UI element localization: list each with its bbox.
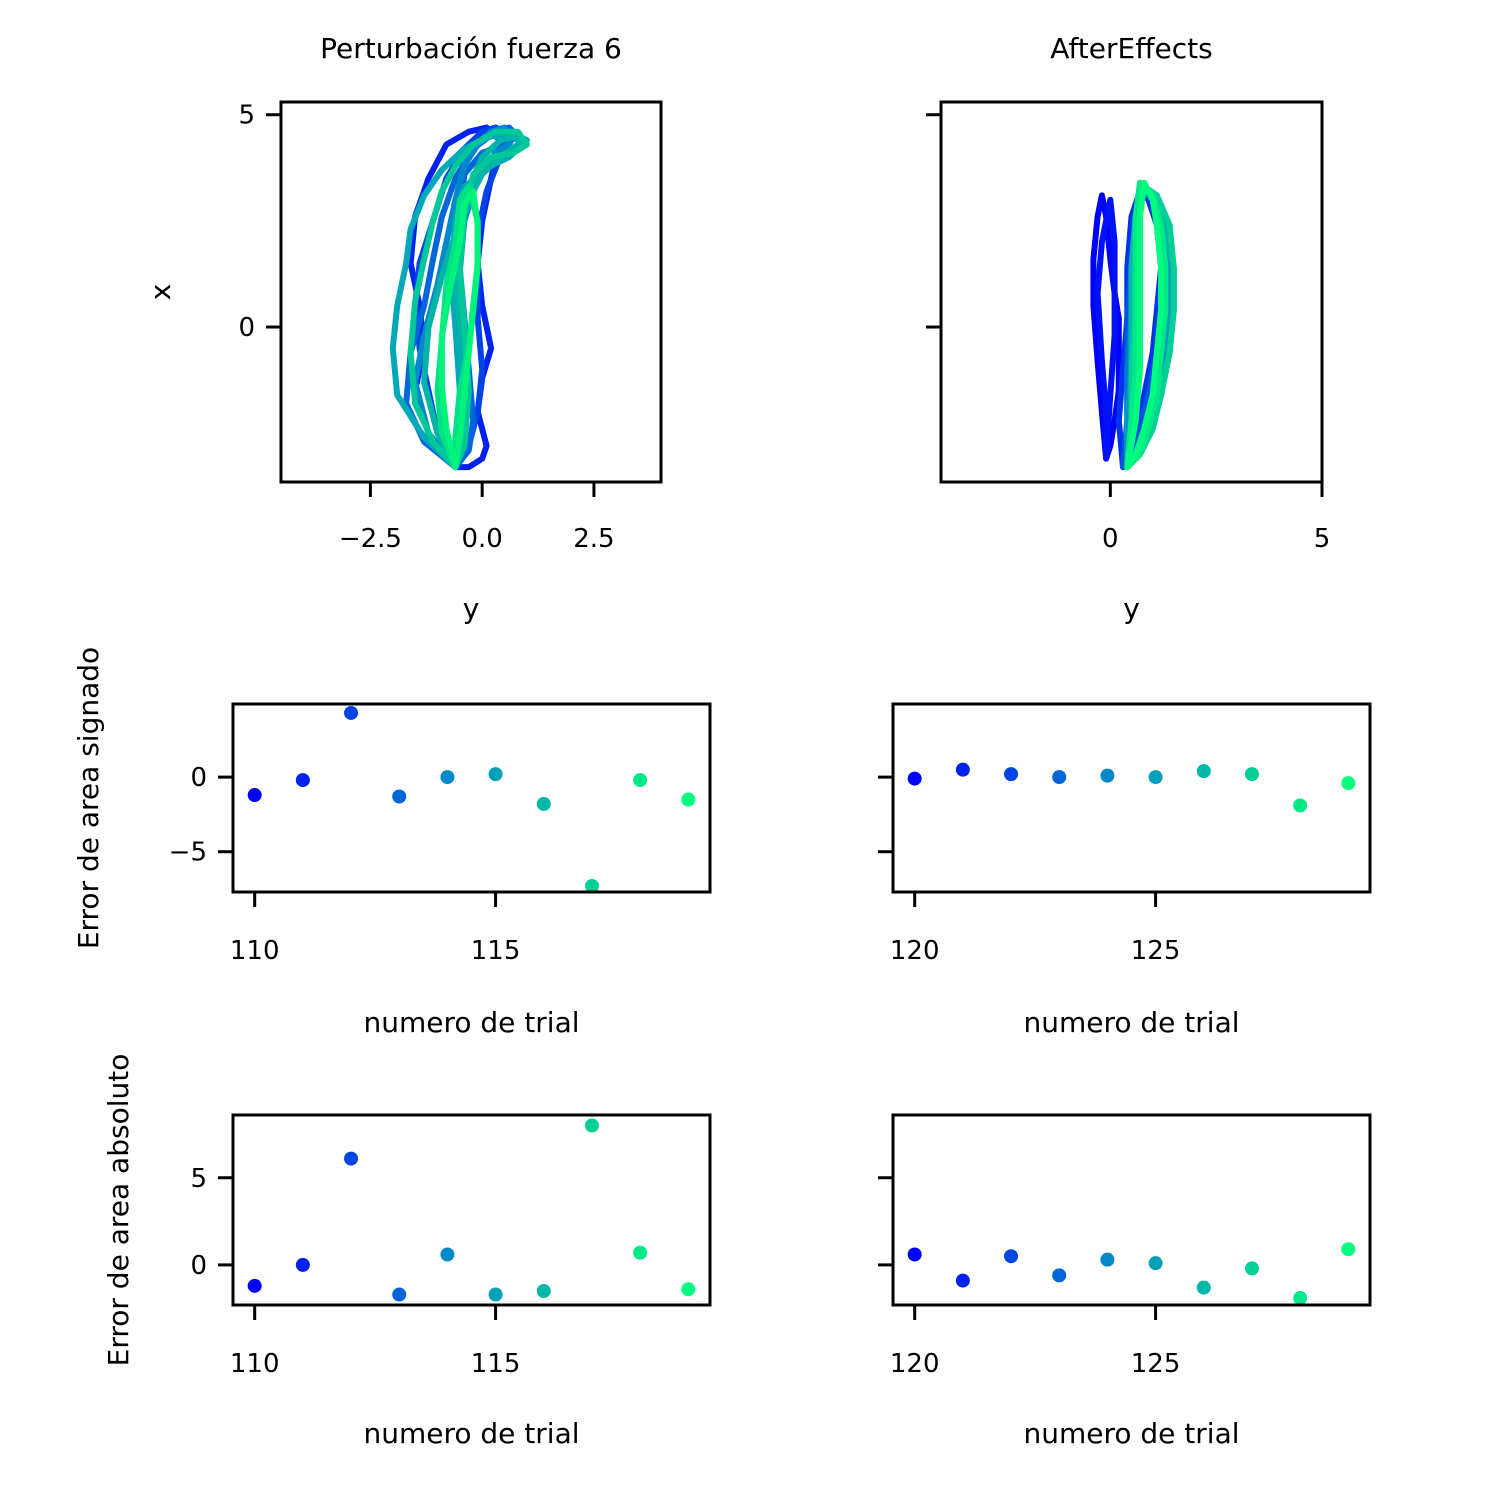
axes-traj_after: 0 5 AfterEffects y <box>926 32 1330 625</box>
x-tick-label: 115 <box>471 1349 521 1379</box>
data-point-7 <box>1244 1261 1259 1276</box>
data-point-3 <box>1052 770 1067 785</box>
data-point-9 <box>681 1282 696 1297</box>
axes-frame <box>939 100 1324 484</box>
data-point-0 <box>907 1247 922 1262</box>
data-point-9 <box>1341 1242 1356 1257</box>
data-point-8 <box>633 1245 648 1260</box>
plot-area <box>1090 179 1177 471</box>
data-point-1 <box>295 773 310 788</box>
chart-title: AfterEffects <box>1050 32 1212 65</box>
data-point-2 <box>1004 1249 1019 1264</box>
axes-signed_pert: 110 115 −5 0 numero de trial Error de area si… <box>72 647 712 1039</box>
data-point-3 <box>1052 1268 1067 1283</box>
x-tick-label: 2.5 <box>573 524 614 554</box>
data-point-8 <box>633 773 648 788</box>
plot-area <box>247 1118 696 1302</box>
axes-signed_after: 120 125 numero de trial <box>878 702 1372 1039</box>
data-point-8 <box>1293 798 1308 813</box>
data-point-2 <box>1004 767 1019 782</box>
data-point-2 <box>344 705 359 720</box>
axes-frame <box>891 1113 1372 1307</box>
trajectory-line-6 <box>407 128 530 471</box>
data-point-0 <box>907 771 922 786</box>
data-point-5 <box>488 767 503 782</box>
x-axis-label: y <box>463 592 480 625</box>
y-tick-label: −5 <box>169 838 207 868</box>
x-tick-label: 120 <box>890 1349 940 1379</box>
plot-area <box>907 1242 1356 1305</box>
data-point-6 <box>1196 764 1211 779</box>
axes-frame <box>231 702 712 894</box>
data-point-1 <box>955 762 970 777</box>
data-point-0 <box>247 1278 262 1293</box>
data-point-1 <box>295 1257 310 1272</box>
y-tick-label: 0 <box>190 1251 207 1281</box>
y-tick-label: 5 <box>238 101 255 131</box>
plot-area <box>389 124 530 471</box>
data-point-6 <box>536 1284 551 1299</box>
trajectory-line-8 <box>438 188 481 471</box>
plot-area <box>247 705 696 892</box>
x-tick-label: 120 <box>890 936 940 966</box>
axes-frame <box>891 702 1372 894</box>
data-point-6 <box>536 796 551 811</box>
x-tick-label: 110 <box>230 1349 280 1379</box>
data-point-3 <box>392 1287 407 1302</box>
x-tick-label: 5 <box>1314 524 1331 554</box>
data-point-1 <box>955 1273 970 1288</box>
trajectory-line-4 <box>389 133 526 471</box>
data-point-6 <box>1196 1280 1211 1295</box>
axes-abs_after: 120 125 numero de trial <box>878 1113 1372 1450</box>
y-axis-label: Error de area signado <box>72 647 105 949</box>
x-axis-label: numero de trial <box>363 1006 579 1039</box>
data-point-8 <box>1293 1291 1308 1305</box>
trajectory-line-0 <box>1090 192 1122 462</box>
data-point-4 <box>440 1247 455 1262</box>
data-point-5 <box>1148 770 1163 785</box>
x-axis-label: numero de trial <box>1023 1417 1239 1450</box>
trajectory-line-9 <box>1124 179 1165 471</box>
data-point-4 <box>440 770 455 785</box>
axes-frame <box>231 1113 712 1307</box>
y-tick-label: 0 <box>190 763 207 793</box>
data-point-5 <box>1148 1256 1163 1271</box>
y-tick-label: 0 <box>238 313 255 343</box>
chart-title: Perturbación fuerza 6 <box>320 32 622 65</box>
axes-abs_pert: 110 115 0 5 numero de trial Error de area abs… <box>102 1054 712 1450</box>
trajectory-line-1 <box>1094 196 1118 462</box>
x-axis-label: numero de trial <box>1023 1006 1239 1039</box>
data-point-4 <box>1100 1252 1115 1267</box>
axes-traj_pert: −2.5 0.0 2.5 0 5 Perturbación fuerza 6 y x <box>144 32 663 625</box>
y-axis-label: x <box>144 284 177 301</box>
x-axis-label: y <box>1123 592 1140 625</box>
data-point-7 <box>1244 767 1259 782</box>
x-tick-label: −2.5 <box>339 524 402 554</box>
data-point-7 <box>584 879 599 892</box>
data-point-9 <box>1341 776 1356 791</box>
data-point-3 <box>392 789 407 804</box>
x-tick-label: 125 <box>1131 1349 1181 1379</box>
x-tick-label: 0 <box>1102 524 1119 554</box>
x-tick-label: 0.0 <box>461 524 502 554</box>
x-tick-label: 110 <box>230 936 280 966</box>
data-point-0 <box>247 788 262 803</box>
data-point-7 <box>584 1118 599 1133</box>
plot-area <box>907 762 1356 813</box>
data-point-4 <box>1100 768 1115 783</box>
x-axis-label: numero de trial <box>363 1417 579 1450</box>
y-axis-label: Error de area absoluto <box>102 1054 135 1367</box>
y-tick-label: 5 <box>190 1164 207 1194</box>
data-point-9 <box>681 792 696 807</box>
x-tick-label: 115 <box>471 936 521 966</box>
data-point-2 <box>344 1151 359 1166</box>
axes-frame <box>279 100 663 484</box>
data-point-5 <box>488 1287 503 1302</box>
x-tick-label: 125 <box>1131 936 1181 966</box>
